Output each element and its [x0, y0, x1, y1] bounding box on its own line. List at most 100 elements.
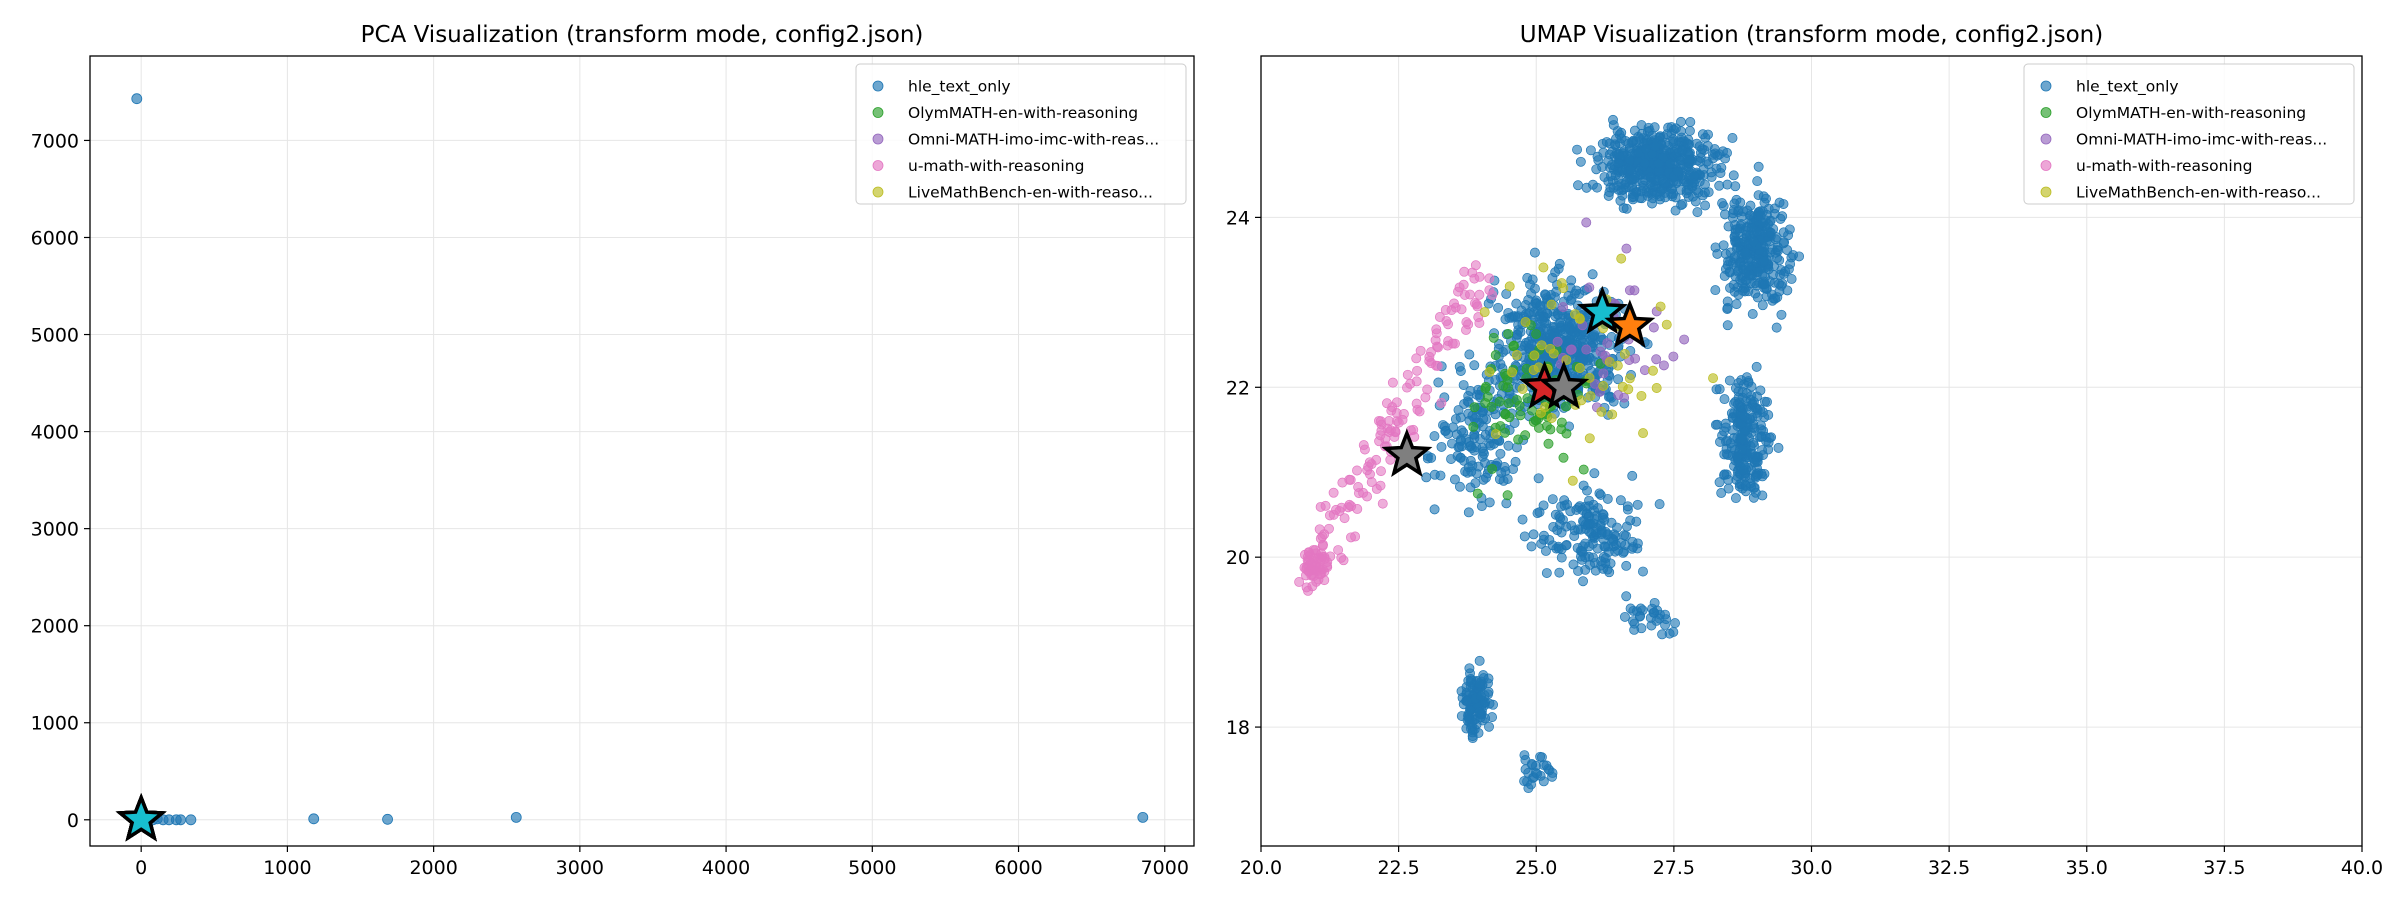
point-0	[1752, 292, 1763, 303]
point-0	[1619, 611, 1630, 622]
point-1	[1515, 410, 1526, 421]
point-0	[1730, 383, 1741, 394]
point-0	[382, 813, 393, 825]
point-3	[1442, 340, 1453, 351]
point-4	[1607, 409, 1618, 420]
point-1	[1578, 464, 1589, 475]
point-0	[1613, 158, 1624, 168]
point-3	[1436, 397, 1447, 408]
point-0	[1757, 300, 1768, 311]
point-3	[1414, 406, 1425, 417]
point-4	[1648, 365, 1658, 376]
point-2	[1648, 322, 1659, 333]
point-2	[1651, 354, 1662, 365]
point-0	[1463, 507, 1474, 518]
point-0	[1652, 605, 1663, 616]
x-tick-label: 0	[135, 857, 147, 879]
point-1	[1494, 396, 1505, 407]
point-0	[1585, 145, 1596, 156]
point-0	[1731, 299, 1742, 310]
point-3	[1411, 353, 1422, 364]
point-0	[1605, 391, 1616, 402]
point-0	[1759, 255, 1769, 266]
point-0	[1462, 695, 1473, 706]
point-0	[1660, 609, 1670, 620]
point-0	[1719, 271, 1730, 281]
point-0	[1572, 144, 1583, 155]
point-4	[1546, 299, 1557, 310]
point-0	[1575, 156, 1586, 167]
point-2	[1619, 392, 1630, 403]
point-0	[1462, 715, 1473, 726]
legend-label: LiveMathBench-en-with-reaso...	[2076, 184, 2321, 202]
point-1	[1503, 328, 1514, 339]
point-0	[1465, 386, 1476, 396]
point-1	[1545, 424, 1556, 435]
point-0	[1560, 324, 1571, 335]
point-0	[1672, 166, 1683, 177]
point-0	[1474, 707, 1485, 718]
point-3	[1398, 408, 1409, 419]
point-3	[1374, 415, 1384, 426]
point-0	[1632, 499, 1643, 510]
point-0	[1495, 448, 1506, 459]
point-3	[1364, 457, 1375, 468]
x-tick-label: 5000	[848, 857, 896, 879]
point-0	[1641, 186, 1652, 197]
point-0	[1137, 811, 1149, 823]
x-tick-label: 27.5	[1653, 857, 1695, 879]
point-0	[1483, 686, 1494, 697]
x-tick-label: 40.0	[2341, 857, 2383, 879]
legend-marker	[872, 186, 884, 198]
point-1	[1561, 428, 1572, 439]
point-0	[510, 811, 522, 823]
point-0	[1710, 242, 1721, 253]
point-0	[1654, 499, 1665, 510]
point-3	[1344, 474, 1355, 485]
point-0	[1722, 179, 1733, 190]
point-3	[1318, 539, 1328, 550]
point-0	[1733, 237, 1744, 248]
point-0	[1519, 531, 1530, 542]
point-3	[1465, 289, 1475, 300]
point-4	[1636, 390, 1647, 401]
point-0	[1641, 143, 1652, 154]
point-0	[1762, 396, 1772, 407]
point-3	[1459, 266, 1470, 277]
point-0	[1465, 455, 1476, 466]
legend: hle_text_only OlymMATH-en-with-reasoning O…	[855, 63, 1187, 205]
point-0	[1755, 404, 1766, 415]
point-0	[1732, 451, 1743, 462]
point-4	[1585, 391, 1596, 401]
point-1	[1468, 421, 1479, 432]
point-0	[1727, 212, 1738, 223]
point-4	[1708, 373, 1719, 384]
point-0	[1554, 258, 1565, 269]
point-0	[1628, 191, 1639, 202]
point-4	[1567, 475, 1578, 486]
point-0	[1536, 538, 1547, 549]
point-0	[1526, 288, 1537, 299]
point-0	[1532, 508, 1543, 519]
point-3	[1303, 560, 1314, 571]
point-0	[1649, 122, 1660, 133]
legend-marker	[2040, 160, 2052, 171]
point-0	[1711, 384, 1722, 395]
point-1	[1500, 409, 1511, 420]
point-4	[1596, 406, 1607, 417]
point-0	[131, 93, 143, 105]
x-tick-label: 6000	[994, 857, 1042, 879]
point-3	[1294, 577, 1305, 587]
point-0	[1730, 181, 1741, 192]
point-0	[1763, 264, 1774, 275]
point-1	[1527, 405, 1537, 416]
point-0	[1634, 611, 1645, 622]
legend-marker	[2040, 133, 2052, 145]
point-0	[1642, 135, 1652, 146]
point-3	[1336, 552, 1347, 563]
point-0	[1429, 431, 1440, 442]
x-tick-label: 35.0	[2066, 857, 2108, 879]
point-0	[1747, 309, 1758, 319]
point-0	[1463, 675, 1474, 686]
